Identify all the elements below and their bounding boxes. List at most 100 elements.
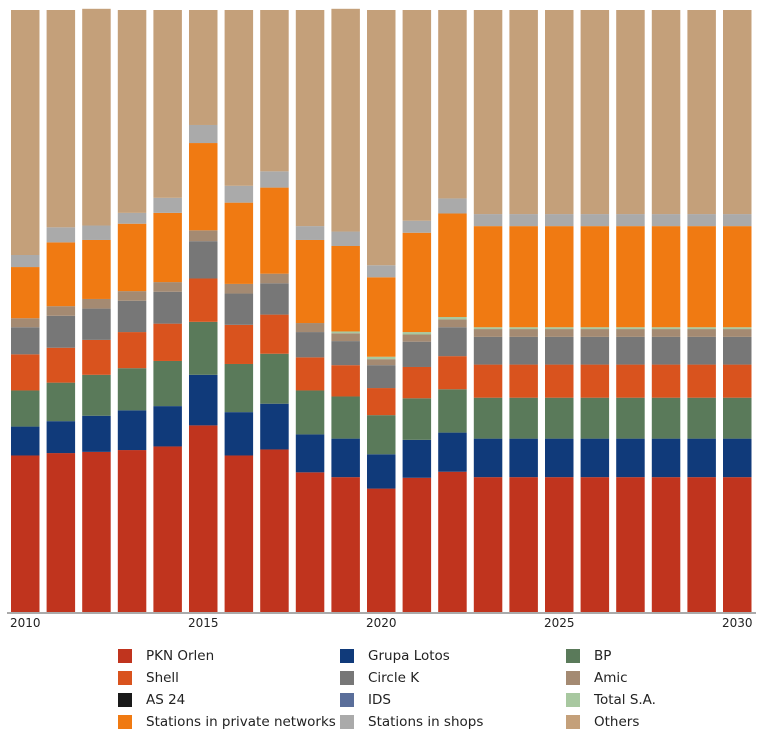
bar-segment-amic-2028 bbox=[651, 329, 681, 337]
bar-segment-amic-2022 bbox=[438, 319, 467, 328]
bar-segment-shell-2011 bbox=[46, 347, 76, 383]
bar-segment-total-s-a--2025 bbox=[545, 327, 574, 330]
bar-segment-stations-in-shops-2025 bbox=[545, 214, 574, 227]
bar-segment-amic-2019 bbox=[331, 333, 360, 342]
bar-segment-grupa-lotos-2020 bbox=[367, 454, 396, 489]
legend-item-ids: IDS bbox=[340, 690, 391, 710]
bar-segment-stations-in-private-networks-2011 bbox=[46, 242, 76, 307]
bar-segment-amic-2014 bbox=[153, 282, 182, 292]
bar-segment-shell-2023 bbox=[473, 364, 503, 398]
bar-segment-circle-k-2017 bbox=[260, 283, 289, 315]
bar-segment-total-s-a--2027 bbox=[616, 327, 645, 330]
bar-segment-pkn-orlen-2025 bbox=[545, 477, 574, 612]
bar-segment-stations-in-private-networks-2014 bbox=[153, 212, 182, 283]
bar-segment-bp-2024 bbox=[509, 397, 538, 439]
legend-swatch bbox=[118, 649, 132, 663]
bar-segment-circle-k-2030 bbox=[723, 336, 752, 365]
bar-segment-bp-2023 bbox=[473, 397, 503, 439]
bar-segment-shell-2026 bbox=[580, 364, 610, 398]
bar-segment-stations-in-private-networks-2022 bbox=[438, 213, 467, 318]
bar-segment-grupa-lotos-2010 bbox=[11, 426, 40, 456]
bar-segment-bp-2016 bbox=[224, 363, 254, 413]
bar-segment-total-s-a--2020 bbox=[367, 356, 396, 360]
bar-segment-circle-k-2014 bbox=[153, 291, 182, 324]
bar-segment-bp-2013 bbox=[117, 368, 147, 411]
bar-segment-pkn-orlen-2015 bbox=[189, 425, 218, 612]
bar-segment-shell-2022 bbox=[438, 356, 467, 390]
bar-segment-others-2027 bbox=[616, 10, 645, 215]
bar-segment-others-2019 bbox=[331, 8, 360, 232]
bar-segment-stations-in-shops-2013 bbox=[117, 212, 147, 224]
legend-item-stations-in-private-networks: Stations in private networks bbox=[118, 712, 336, 732]
bar-segment-bp-2021 bbox=[402, 398, 432, 440]
bar-segment-amic-2017 bbox=[260, 273, 289, 284]
bar-segment-circle-k-2027 bbox=[616, 336, 645, 365]
bar-segment-amic-2013 bbox=[117, 291, 147, 301]
bar-segment-total-s-a--2028 bbox=[651, 327, 681, 330]
bar-segment-circle-k-2012 bbox=[82, 308, 111, 340]
bar-segment-bp-2015 bbox=[189, 321, 218, 375]
bar-segment-shell-2012 bbox=[82, 339, 111, 375]
bar-segment-stations-in-shops-2019 bbox=[331, 231, 360, 246]
legend-label: PKN Orlen bbox=[146, 648, 215, 664]
bar-segment-amic-2016 bbox=[224, 283, 254, 294]
bar-segment-grupa-lotos-2024 bbox=[509, 438, 538, 478]
bar-segment-circle-k-2026 bbox=[580, 336, 610, 365]
legend-swatch bbox=[118, 671, 132, 685]
bar-segment-stations-in-shops-2023 bbox=[473, 214, 503, 227]
bar-segment-pkn-orlen-2011 bbox=[46, 453, 76, 612]
bar-segment-pkn-orlen-2027 bbox=[616, 477, 645, 612]
bar-segment-grupa-lotos-2030 bbox=[723, 438, 752, 478]
bar-segment-circle-k-2020 bbox=[367, 365, 396, 389]
bar-segment-shell-2030 bbox=[723, 364, 752, 398]
bar-segment-circle-k-2016 bbox=[224, 293, 254, 325]
bar-segment-total-s-a--2024 bbox=[509, 327, 538, 330]
bar-segment-grupa-lotos-2025 bbox=[545, 438, 574, 478]
bar-segment-grupa-lotos-2017 bbox=[260, 403, 289, 450]
bar-segment-others-2021 bbox=[402, 10, 432, 221]
bar-segment-pkn-orlen-2016 bbox=[224, 455, 254, 612]
bar-segment-stations-in-shops-2030 bbox=[723, 214, 752, 227]
legend-swatch bbox=[566, 649, 580, 663]
legend-swatch bbox=[566, 671, 580, 685]
bar-segment-shell-2024 bbox=[509, 364, 538, 398]
bar-segment-stations-in-shops-2024 bbox=[509, 214, 538, 227]
legend-label: AS 24 bbox=[146, 692, 186, 708]
bar-segment-others-2030 bbox=[723, 10, 752, 215]
bar-segment-stations-in-shops-2028 bbox=[651, 214, 681, 227]
bar-segment-others-2010 bbox=[11, 10, 40, 256]
bar-segment-circle-k-2019 bbox=[331, 341, 360, 366]
bar-segment-stations-in-private-networks-2015 bbox=[189, 143, 218, 231]
bar-segment-total-s-a--2021 bbox=[402, 332, 432, 335]
legend-swatch bbox=[118, 715, 132, 729]
bar-segment-amic-2015 bbox=[189, 230, 218, 242]
bar-segment-circle-k-2021 bbox=[402, 341, 432, 367]
bar-segment-shell-2018 bbox=[295, 357, 325, 391]
bar-segment-amic-2021 bbox=[402, 334, 432, 342]
bar-segment-bp-2025 bbox=[545, 397, 574, 439]
bar-segment-bp-2028 bbox=[651, 397, 681, 439]
x-tick-label-2025: 2025 bbox=[544, 616, 575, 630]
bar-segment-others-2026 bbox=[580, 10, 610, 215]
bar-segment-stations-in-shops-2027 bbox=[616, 214, 645, 227]
bar-segment-amic-2030 bbox=[723, 329, 752, 337]
bar-segment-shell-2021 bbox=[402, 366, 432, 399]
bar-segment-grupa-lotos-2028 bbox=[651, 438, 681, 478]
bar-segment-shell-2028 bbox=[651, 364, 681, 398]
bar-segment-circle-k-2013 bbox=[117, 300, 147, 333]
bar-segment-shell-2020 bbox=[367, 388, 396, 416]
bar-segment-bp-2012 bbox=[82, 374, 111, 416]
bar-segment-total-s-a--2022 bbox=[438, 317, 467, 320]
legend-label: BP bbox=[594, 648, 612, 664]
bar-segment-total-s-a--2023 bbox=[473, 327, 503, 330]
bar-segment-others-2025 bbox=[545, 10, 574, 215]
bar-segment-pkn-orlen-2024 bbox=[509, 477, 538, 612]
bar-segment-stations-in-private-networks-2018 bbox=[295, 239, 325, 324]
bar-segment-stations-in-shops-2014 bbox=[153, 197, 182, 213]
bar-segment-others-2029 bbox=[687, 10, 716, 215]
bar-segment-circle-k-2025 bbox=[545, 336, 574, 365]
legend-label: Others bbox=[594, 714, 640, 730]
bar-segment-grupa-lotos-2021 bbox=[402, 439, 432, 478]
bar-segment-stations-in-shops-2026 bbox=[580, 214, 610, 227]
bar-segment-stations-in-shops-2020 bbox=[367, 265, 396, 278]
